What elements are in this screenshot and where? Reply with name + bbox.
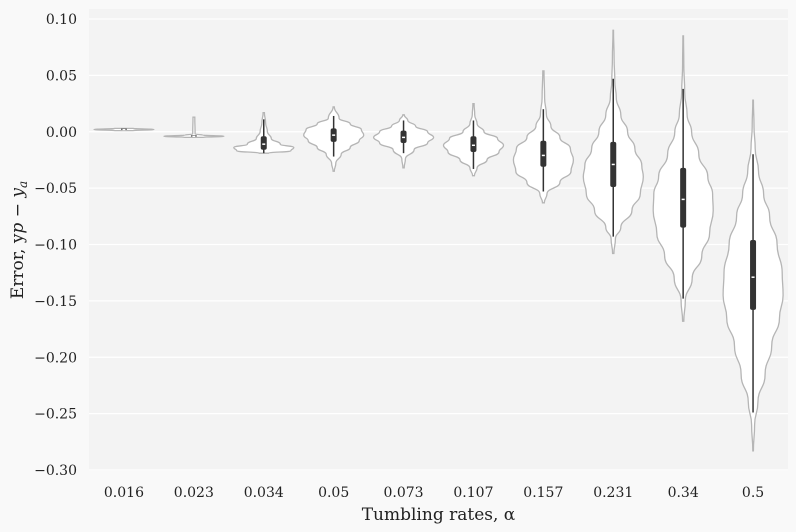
- y-tick-label: −0.25: [34, 407, 77, 423]
- violin-median: [402, 136, 406, 139]
- violin-median: [262, 143, 266, 145]
- violin-0.34: [652, 35, 714, 322]
- y-tick-labels: 0.10 0.05 0.00 −0.05 −0.10 −0.15 −0.20 −0.25 −0.…: [34, 12, 77, 479]
- violin-median: [751, 276, 755, 278]
- violin-median: [541, 154, 545, 157]
- x-tick-label: 0.107: [453, 485, 493, 501]
- x-tick-label: 0.016: [104, 485, 144, 501]
- y-tick-label: −0.30: [34, 463, 77, 479]
- violin-body: [163, 116, 225, 139]
- y-tick-label: 0.10: [46, 12, 77, 28]
- x-tick-label: 0.231: [593, 485, 633, 501]
- violin-median: [332, 134, 336, 136]
- x-tick-label: 0.034: [244, 485, 284, 501]
- x-tick-label: 0.05: [318, 485, 349, 501]
- violin-iqr-box: [260, 136, 267, 150]
- violin-0.073: [372, 114, 435, 169]
- violin-median: [192, 135, 196, 138]
- violin-iqr-box: [470, 136, 477, 153]
- x-tick-label: 0.073: [384, 485, 424, 501]
- y-tick-label: 0.05: [46, 68, 77, 84]
- y-tick-label: 0.00: [46, 125, 77, 141]
- violin-0.107: [442, 102, 505, 177]
- violin-median: [681, 198, 685, 201]
- x-tick-label: 0.34: [668, 485, 699, 501]
- y-tick-label: −0.10: [34, 238, 77, 254]
- x-tick-label: 0.023: [174, 485, 214, 501]
- violin-median: [611, 163, 615, 166]
- violin-iqr-box: [750, 239, 757, 310]
- x-tick-label: 0.5: [742, 485, 764, 501]
- x-tick-label: 0.157: [523, 485, 563, 501]
- x-tick-labels: 0.016 0.023 0.034 0.05 0.073 0.107 0.157 0.231 0…: [104, 485, 764, 501]
- violin-iqr-box: [540, 140, 547, 167]
- y-tick-label: −0.05: [34, 181, 77, 197]
- violin-0.231: [582, 29, 644, 255]
- violins: [93, 29, 784, 452]
- y-axis-label: Error, yp − ya: [8, 181, 30, 299]
- violin-median: [471, 144, 475, 147]
- violin-0.016: [93, 127, 155, 132]
- x-axis-label: Tumbling rates, α: [362, 505, 516, 525]
- violin-0.157: [512, 70, 575, 204]
- violin-0.5: [722, 99, 784, 452]
- y-tick-label: −0.15: [34, 294, 77, 310]
- violin-0.023: [163, 116, 225, 139]
- violin-0.034: [233, 111, 295, 154]
- violin-iqr-box: [680, 167, 687, 228]
- svg-text:Error, yp − ya: Error, yp − ya: [8, 181, 30, 299]
- violin-median: [122, 128, 126, 131]
- y-tick-label: −0.20: [34, 350, 77, 366]
- violin-0.05: [303, 106, 365, 172]
